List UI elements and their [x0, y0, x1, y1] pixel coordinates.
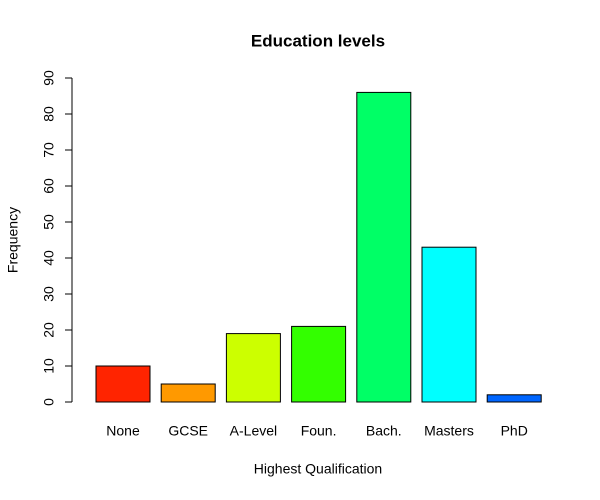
y-tick-label: 20 — [41, 322, 57, 338]
bar — [356, 91, 412, 403]
bar — [95, 365, 151, 403]
chart-title: Education levels — [251, 31, 385, 50]
x-axis-label: Highest Qualification — [254, 461, 382, 477]
bar — [225, 333, 281, 403]
x-tick-label: None — [106, 423, 140, 439]
y-tick-label: 80 — [41, 106, 57, 122]
y-tick-label: 10 — [41, 358, 57, 374]
y-tick-label: 0 — [41, 398, 57, 406]
x-tick-label: Masters — [424, 423, 474, 439]
y-tick-label: 40 — [41, 250, 57, 266]
x-tick-label: A-Level — [230, 423, 277, 439]
x-tick-label: PhD — [501, 423, 528, 439]
x-tick-label: Bach. — [366, 423, 402, 439]
x-tick-label: GCSE — [168, 423, 208, 439]
y-tick-label: 90 — [41, 70, 57, 86]
y-tick-label: 50 — [41, 214, 57, 230]
bar — [291, 325, 347, 403]
y-tick-label: 60 — [41, 178, 57, 194]
y-axis-label: Frequency — [5, 207, 21, 273]
bar — [160, 383, 216, 403]
bar — [421, 246, 477, 403]
bar — [486, 394, 542, 403]
x-tick-label: Foun. — [301, 423, 337, 439]
y-tick-label: 30 — [41, 286, 57, 302]
y-tick-label: 70 — [41, 142, 57, 158]
